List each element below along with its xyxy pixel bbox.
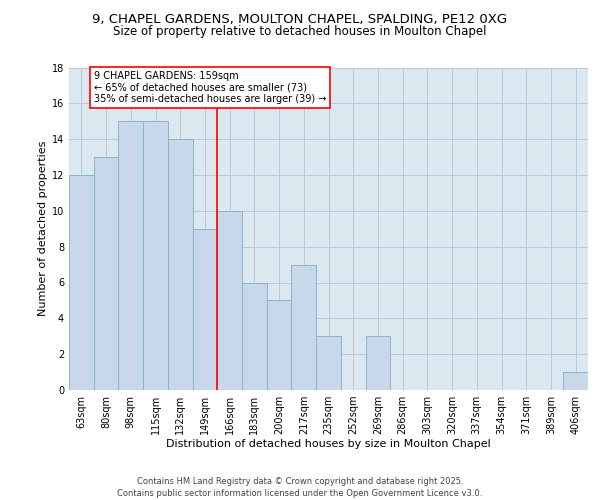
Bar xyxy=(217,211,242,390)
Bar xyxy=(69,175,94,390)
Bar xyxy=(242,282,267,390)
Bar xyxy=(267,300,292,390)
Bar xyxy=(292,264,316,390)
Text: Size of property relative to detached houses in Moulton Chapel: Size of property relative to detached ho… xyxy=(113,25,487,38)
Bar xyxy=(118,122,143,390)
Bar xyxy=(563,372,588,390)
Text: 9, CHAPEL GARDENS, MOULTON CHAPEL, SPALDING, PE12 0XG: 9, CHAPEL GARDENS, MOULTON CHAPEL, SPALD… xyxy=(92,12,508,26)
Text: Contains HM Land Registry data © Crown copyright and database right 2025.
Contai: Contains HM Land Registry data © Crown c… xyxy=(118,476,482,498)
Bar xyxy=(316,336,341,390)
X-axis label: Distribution of detached houses by size in Moulton Chapel: Distribution of detached houses by size … xyxy=(166,438,491,448)
Bar xyxy=(365,336,390,390)
Text: 9 CHAPEL GARDENS: 159sqm
← 65% of detached houses are smaller (73)
35% of semi-d: 9 CHAPEL GARDENS: 159sqm ← 65% of detach… xyxy=(94,71,326,104)
Y-axis label: Number of detached properties: Number of detached properties xyxy=(38,141,47,316)
Bar xyxy=(94,157,118,390)
Bar xyxy=(193,229,217,390)
Bar xyxy=(168,139,193,390)
Bar xyxy=(143,122,168,390)
